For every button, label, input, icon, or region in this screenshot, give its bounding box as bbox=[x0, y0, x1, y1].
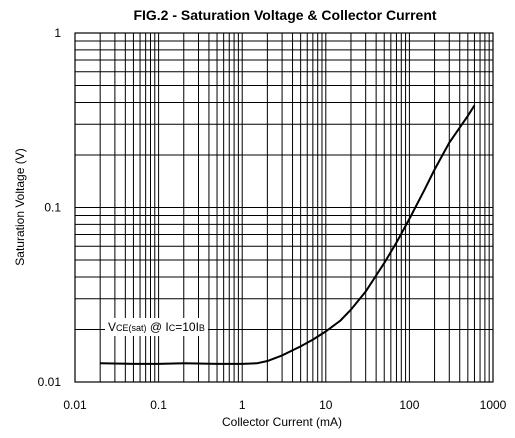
tick-labels: 0.01 0.1 1 10 100 1000 0.01 0.1 1 bbox=[38, 26, 507, 412]
y-axis-label: Saturation Voltage (V) bbox=[13, 148, 27, 265]
annotation-background bbox=[105, 318, 208, 336]
y-tick-label: 0.01 bbox=[38, 375, 62, 389]
x-axis-label: Collector Current (mA) bbox=[222, 415, 342, 429]
annotation: VCE(sat) @ IC=10IB bbox=[105, 318, 208, 336]
chart-title: FIG.2 - Saturation Voltage & Collector C… bbox=[133, 7, 436, 23]
series-line bbox=[100, 104, 476, 365]
x-tick-label: 100 bbox=[399, 398, 419, 412]
annotation-label: VCE(sat) @ IC=10IB bbox=[108, 320, 205, 334]
x-tick-label: 0.01 bbox=[63, 398, 87, 412]
plot-grid bbox=[74, 33, 493, 383]
x-tick-label: 1 bbox=[239, 398, 246, 412]
plot-frame bbox=[74, 32, 494, 383]
x-tick-label: 0.1 bbox=[150, 398, 167, 412]
x-tick-label: 1000 bbox=[480, 398, 507, 412]
y-tick-label: 1 bbox=[54, 26, 61, 40]
y-tick-label: 0.1 bbox=[44, 201, 61, 215]
x-tick-label: 10 bbox=[319, 398, 333, 412]
